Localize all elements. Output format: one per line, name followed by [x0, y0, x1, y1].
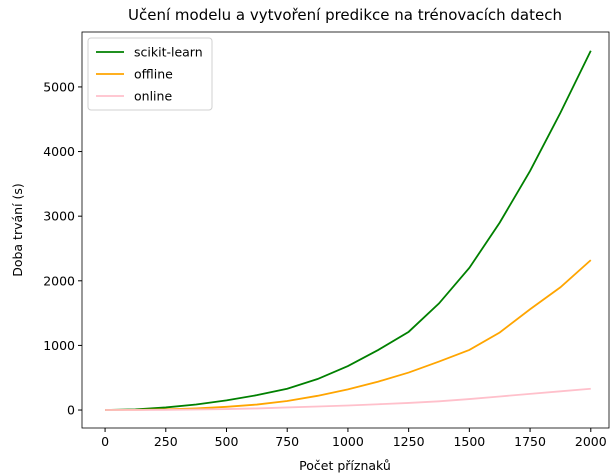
- x-tick-label: 1500: [453, 434, 485, 449]
- y-tick-label: 2000: [43, 273, 75, 288]
- chart-title: Učení modelu a vytvoření predikce na tré…: [128, 6, 562, 24]
- plot-frame: [81, 31, 610, 429]
- x-tick-label: 500: [215, 434, 239, 449]
- line-series: [105, 50, 592, 411]
- legend-box: [87, 37, 213, 111]
- x-tick-label: 2000: [575, 434, 607, 449]
- x-tick-label: 1000: [332, 434, 364, 449]
- y-tick-label: 4000: [43, 144, 75, 159]
- x-tick-label: 250: [154, 434, 178, 449]
- legend-label: online: [134, 89, 172, 104]
- y-tick-label: 3000: [43, 209, 75, 224]
- x-tick-label: 1250: [393, 434, 425, 449]
- x-tick-label: 750: [275, 434, 299, 449]
- y-tick-label: 0: [67, 403, 75, 418]
- legend-label: scikit-learn: [134, 45, 203, 60]
- y-tick-label: 1000: [43, 338, 75, 353]
- x-tick-label: 0: [101, 434, 109, 449]
- line-series: [105, 259, 592, 411]
- line-series: [105, 387, 591, 411]
- legend-label: offline: [134, 67, 173, 82]
- x-axis-label: Počet příznaků: [299, 458, 391, 473]
- y-axis-label: Doba trvání (s): [10, 183, 25, 277]
- x-tick-label: 1750: [514, 434, 546, 449]
- y-tick-label: 5000: [43, 79, 75, 94]
